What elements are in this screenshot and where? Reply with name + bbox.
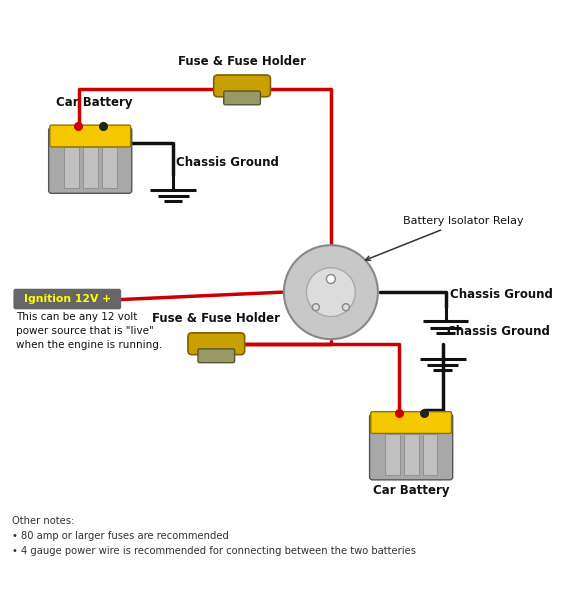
Circle shape [284,245,378,339]
FancyBboxPatch shape [49,128,132,193]
Text: Car Battery: Car Battery [56,96,132,109]
Text: Battery Isolator Relay: Battery Isolator Relay [365,216,523,261]
FancyBboxPatch shape [224,91,260,105]
Text: Car Battery: Car Battery [373,484,449,497]
FancyBboxPatch shape [198,349,235,363]
Text: Chassis Ground: Chassis Ground [447,325,550,338]
Text: This can be any 12 volt
power source that is "live"
when the engine is running.: This can be any 12 volt power source tha… [16,311,162,349]
Text: Fuse & Fuse Holder: Fuse & Fuse Holder [178,55,306,67]
FancyBboxPatch shape [50,125,131,147]
Circle shape [306,268,356,316]
Bar [64,148,79,188]
Text: Ignition 12V +: Ignition 12V + [24,294,111,304]
FancyBboxPatch shape [188,333,245,355]
Circle shape [327,275,335,283]
Text: Chassis Ground: Chassis Ground [450,287,553,301]
FancyBboxPatch shape [371,412,451,433]
Text: Other notes:
• 80 amp or larger fuses are recommended
• 4 gauge power wire is re: Other notes: • 80 amp or larger fuses ar… [12,516,415,556]
Bar [83,148,98,188]
Bar [102,148,117,188]
Text: Chassis Ground: Chassis Ground [176,156,279,169]
Bar [422,434,437,474]
FancyBboxPatch shape [370,414,453,480]
Bar [404,434,418,474]
Bar [385,434,400,474]
Text: Fuse & Fuse Holder: Fuse & Fuse Holder [152,313,280,326]
FancyBboxPatch shape [214,75,270,97]
Circle shape [342,303,349,311]
FancyBboxPatch shape [13,289,121,310]
Circle shape [313,303,320,311]
